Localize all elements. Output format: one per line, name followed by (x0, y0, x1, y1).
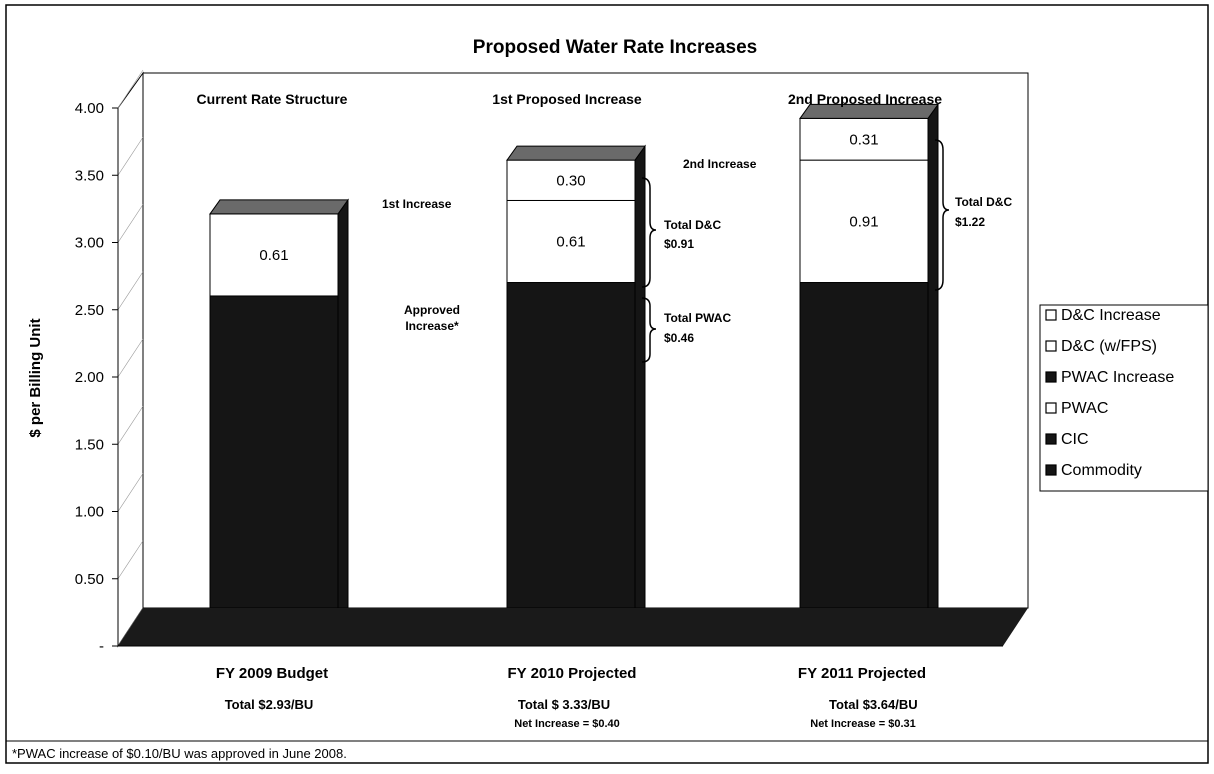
bar-top (506, 145, 646, 161)
legend-entry: D&C Increase (1061, 307, 1161, 324)
y-gridline-side (117, 406, 144, 445)
bar-value-label: 0.61 (556, 233, 585, 250)
bar-segment (209, 295, 339, 609)
brace-total-pwac (641, 297, 657, 363)
legend-swatch (1045, 464, 1057, 476)
category-net-fy2010: Net Increase = $0.40 (514, 718, 620, 730)
bar-segment (506, 199, 636, 284)
y-tick-label: 1.00 (75, 504, 104, 521)
bar-side (634, 144, 646, 609)
y-gridline-side (117, 473, 144, 512)
annotation-approved-line1: Approved (404, 303, 460, 317)
y-tick-label: 4.00 (75, 100, 104, 117)
legend-entry: PWAC (1061, 400, 1108, 417)
y-tick-label: 3.50 (75, 167, 104, 184)
brace-total-dc-1 (641, 177, 657, 288)
annotation-first-increase: 1st Increase (382, 197, 452, 211)
legend-swatch (1045, 309, 1057, 321)
bar-side (337, 198, 349, 609)
annotation-total-dc-2-line2: $1.22 (955, 215, 985, 229)
category-total-fy2009: Total $2.93/BU (225, 697, 314, 712)
brace-total-dc-2 (934, 139, 950, 291)
bar-segment (799, 282, 929, 609)
category-net-fy2011: Net Increase = $0.31 (810, 718, 916, 730)
legend-entry: D&C (w/FPS) (1061, 338, 1157, 355)
annotation-total-dc-1-line1: Total D&C (664, 218, 721, 232)
y-tick-label: 2.00 (75, 369, 104, 386)
category-label-fy2009: FY 2009 Budget (216, 665, 328, 682)
legend-box (1039, 304, 1209, 492)
category-header-first: 1st Proposed Increase (492, 91, 642, 107)
bar-value-label: 0.30 (556, 172, 585, 189)
bar-value-label: 0.61 (259, 247, 288, 264)
annotation-total-dc-2-line1: Total D&C (955, 195, 1012, 209)
y-tick-label: 2.50 (75, 302, 104, 319)
legend-entry: Commodity (1061, 462, 1142, 479)
bar-segment (506, 282, 636, 609)
bar-segment (799, 117, 929, 161)
bar-top (799, 103, 939, 119)
y-tick-label: 1.50 (75, 436, 104, 453)
bar-value-label: 0.91 (849, 213, 878, 230)
legend-swatch (1045, 433, 1057, 445)
annotation-total-dc-1-line2: $0.91 (664, 237, 694, 251)
y-gridline-side (117, 69, 144, 109)
legend-entry: CIC (1061, 431, 1089, 448)
y-gridline-side (117, 338, 144, 378)
y-gridline-side (117, 204, 144, 243)
category-label-fy2010: FY 2010 Projected (508, 665, 637, 682)
chart-title: Proposed Water Rate Increases (473, 37, 757, 58)
y-axis-label: $ per Billing Unit (27, 318, 44, 437)
y-gridline-side (117, 137, 144, 176)
y-tick-label: 0.50 (75, 571, 104, 588)
y-gridline-side (117, 540, 144, 579)
category-total-fy2010: Total $ 3.33/BU (518, 697, 610, 712)
legend-swatch (1045, 371, 1057, 383)
legend-entry: PWAC Increase (1061, 369, 1174, 386)
bar-segment (506, 159, 636, 201)
category-total-fy2011: Total $3.64/BU (829, 697, 918, 712)
y-gridline-side (117, 271, 144, 310)
annotation-second-increase: 2nd Increase (683, 157, 757, 171)
category-header-second: 2nd Proposed Increase (788, 91, 942, 107)
footnote: *PWAC increase of $0.10/BU was approved … (12, 746, 347, 761)
bar-top (209, 199, 349, 215)
annotation-approved-line2: Increase* (405, 319, 459, 333)
bar-segment (799, 159, 929, 284)
legend-swatch (1045, 340, 1057, 352)
category-header-current: Current Rate Structure (197, 91, 348, 107)
category-label-fy2011: FY 2011 Projected (798, 665, 926, 682)
bar-segment (209, 213, 339, 297)
plot-floor (118, 608, 1028, 646)
y-tick-label: 3.00 (75, 235, 104, 252)
y-tick-label: - (99, 638, 104, 655)
annotation-total-pwac-line1: Total PWAC (664, 311, 731, 325)
bar-side (927, 102, 939, 609)
annotation-total-pwac-line2: $0.46 (664, 331, 694, 345)
legend-swatch (1045, 402, 1057, 414)
bar-value-label: 0.31 (849, 131, 878, 148)
